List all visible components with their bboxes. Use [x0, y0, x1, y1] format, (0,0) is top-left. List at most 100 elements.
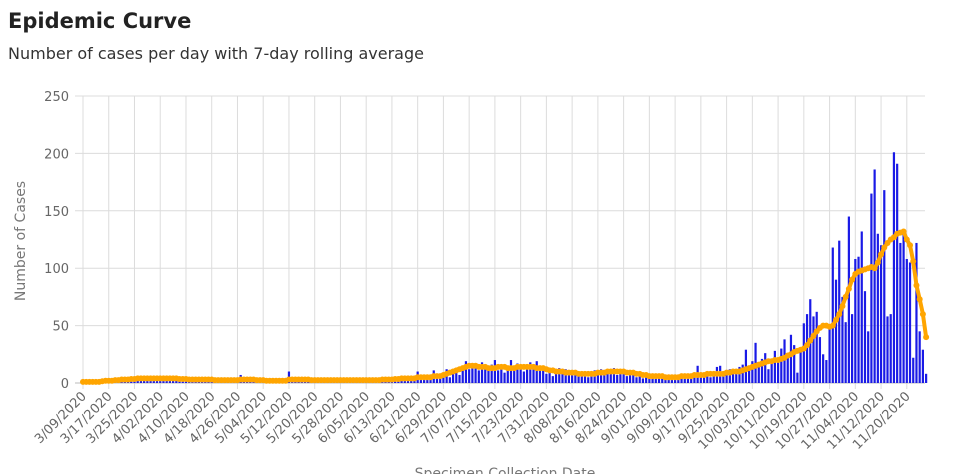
bar	[873, 169, 876, 383]
bar	[471, 364, 474, 383]
bar	[908, 262, 912, 383]
bar	[622, 373, 625, 383]
bar	[686, 377, 690, 383]
bar	[886, 316, 889, 383]
bar	[645, 377, 648, 383]
bar	[458, 374, 461, 383]
rolling-average-point	[903, 236, 910, 243]
bar	[905, 259, 908, 383]
bar	[841, 296, 844, 383]
bar	[912, 357, 915, 383]
bar	[480, 362, 484, 383]
chart-title: Epidemic Curve	[8, 9, 191, 33]
bar	[847, 216, 850, 383]
bar	[628, 371, 632, 383]
bar	[442, 373, 445, 383]
bar	[419, 378, 422, 383]
rolling-average-point	[829, 322, 836, 329]
bar	[828, 325, 831, 383]
bar	[577, 376, 580, 383]
bar	[506, 368, 509, 383]
bar	[490, 364, 493, 383]
bar	[863, 291, 867, 383]
bar	[426, 379, 429, 383]
bar	[500, 366, 503, 383]
bar	[796, 372, 799, 383]
bar	[867, 331, 870, 383]
bar	[609, 370, 612, 383]
bar	[635, 377, 638, 383]
bar	[561, 372, 564, 383]
bar	[554, 370, 558, 383]
chart-subtitle: Number of cases per day with 7-day rolli…	[8, 44, 424, 63]
bar	[513, 369, 516, 383]
bar	[748, 369, 751, 383]
rolling-average-point	[874, 259, 881, 266]
rolling-average-point	[836, 311, 843, 318]
bar	[638, 376, 641, 383]
bar	[477, 370, 480, 383]
bar	[876, 233, 879, 383]
bar	[545, 373, 548, 383]
bar	[587, 377, 590, 383]
bar	[538, 370, 542, 383]
y-tick-label: 150	[44, 205, 69, 220]
rolling-average-point	[842, 293, 849, 300]
bar	[812, 316, 815, 383]
bar	[439, 376, 442, 383]
rolling-average-point	[849, 276, 856, 283]
bar	[455, 368, 458, 383]
bar	[580, 371, 583, 383]
bar	[625, 376, 628, 383]
rolling-average-point	[881, 244, 888, 251]
bar	[484, 365, 487, 383]
rolling-average-point	[833, 316, 840, 323]
bar	[606, 371, 609, 383]
y-tick-label: 100	[44, 262, 69, 277]
bar	[776, 357, 780, 383]
rolling-average-point	[913, 282, 920, 289]
bar	[702, 373, 706, 383]
bar	[641, 378, 645, 383]
bar	[464, 361, 468, 383]
rolling-average-point	[845, 285, 852, 292]
bar	[648, 376, 651, 383]
bar	[516, 363, 519, 383]
rolling-average-point	[839, 303, 846, 310]
rolling-average-point	[871, 265, 878, 272]
bar	[860, 231, 863, 383]
bar	[757, 365, 760, 383]
bar	[783, 339, 786, 383]
bar	[451, 372, 455, 383]
bar	[844, 322, 847, 383]
bar	[474, 366, 477, 383]
bar	[574, 374, 577, 383]
rolling-average-point	[907, 242, 914, 249]
bar	[612, 368, 616, 383]
bar	[722, 373, 725, 383]
bar	[896, 163, 899, 383]
rolling-average-point	[916, 296, 923, 303]
bar	[616, 374, 619, 383]
rolling-average-point	[919, 311, 926, 318]
bar	[738, 366, 741, 383]
bar	[548, 371, 551, 383]
rolling-average-point	[807, 337, 814, 344]
bar	[815, 311, 818, 383]
bar	[535, 361, 538, 383]
bar	[825, 360, 828, 383]
rolling-average-point	[923, 334, 930, 341]
bar	[857, 256, 860, 383]
bar	[799, 350, 802, 383]
bar	[493, 360, 497, 383]
bar	[712, 372, 715, 383]
rolling-average-point	[910, 258, 917, 265]
bar	[529, 362, 532, 383]
bar	[767, 369, 770, 383]
bar	[448, 377, 451, 383]
bar	[731, 372, 735, 383]
bar	[670, 378, 673, 383]
bar	[725, 371, 728, 383]
bar	[509, 360, 513, 383]
